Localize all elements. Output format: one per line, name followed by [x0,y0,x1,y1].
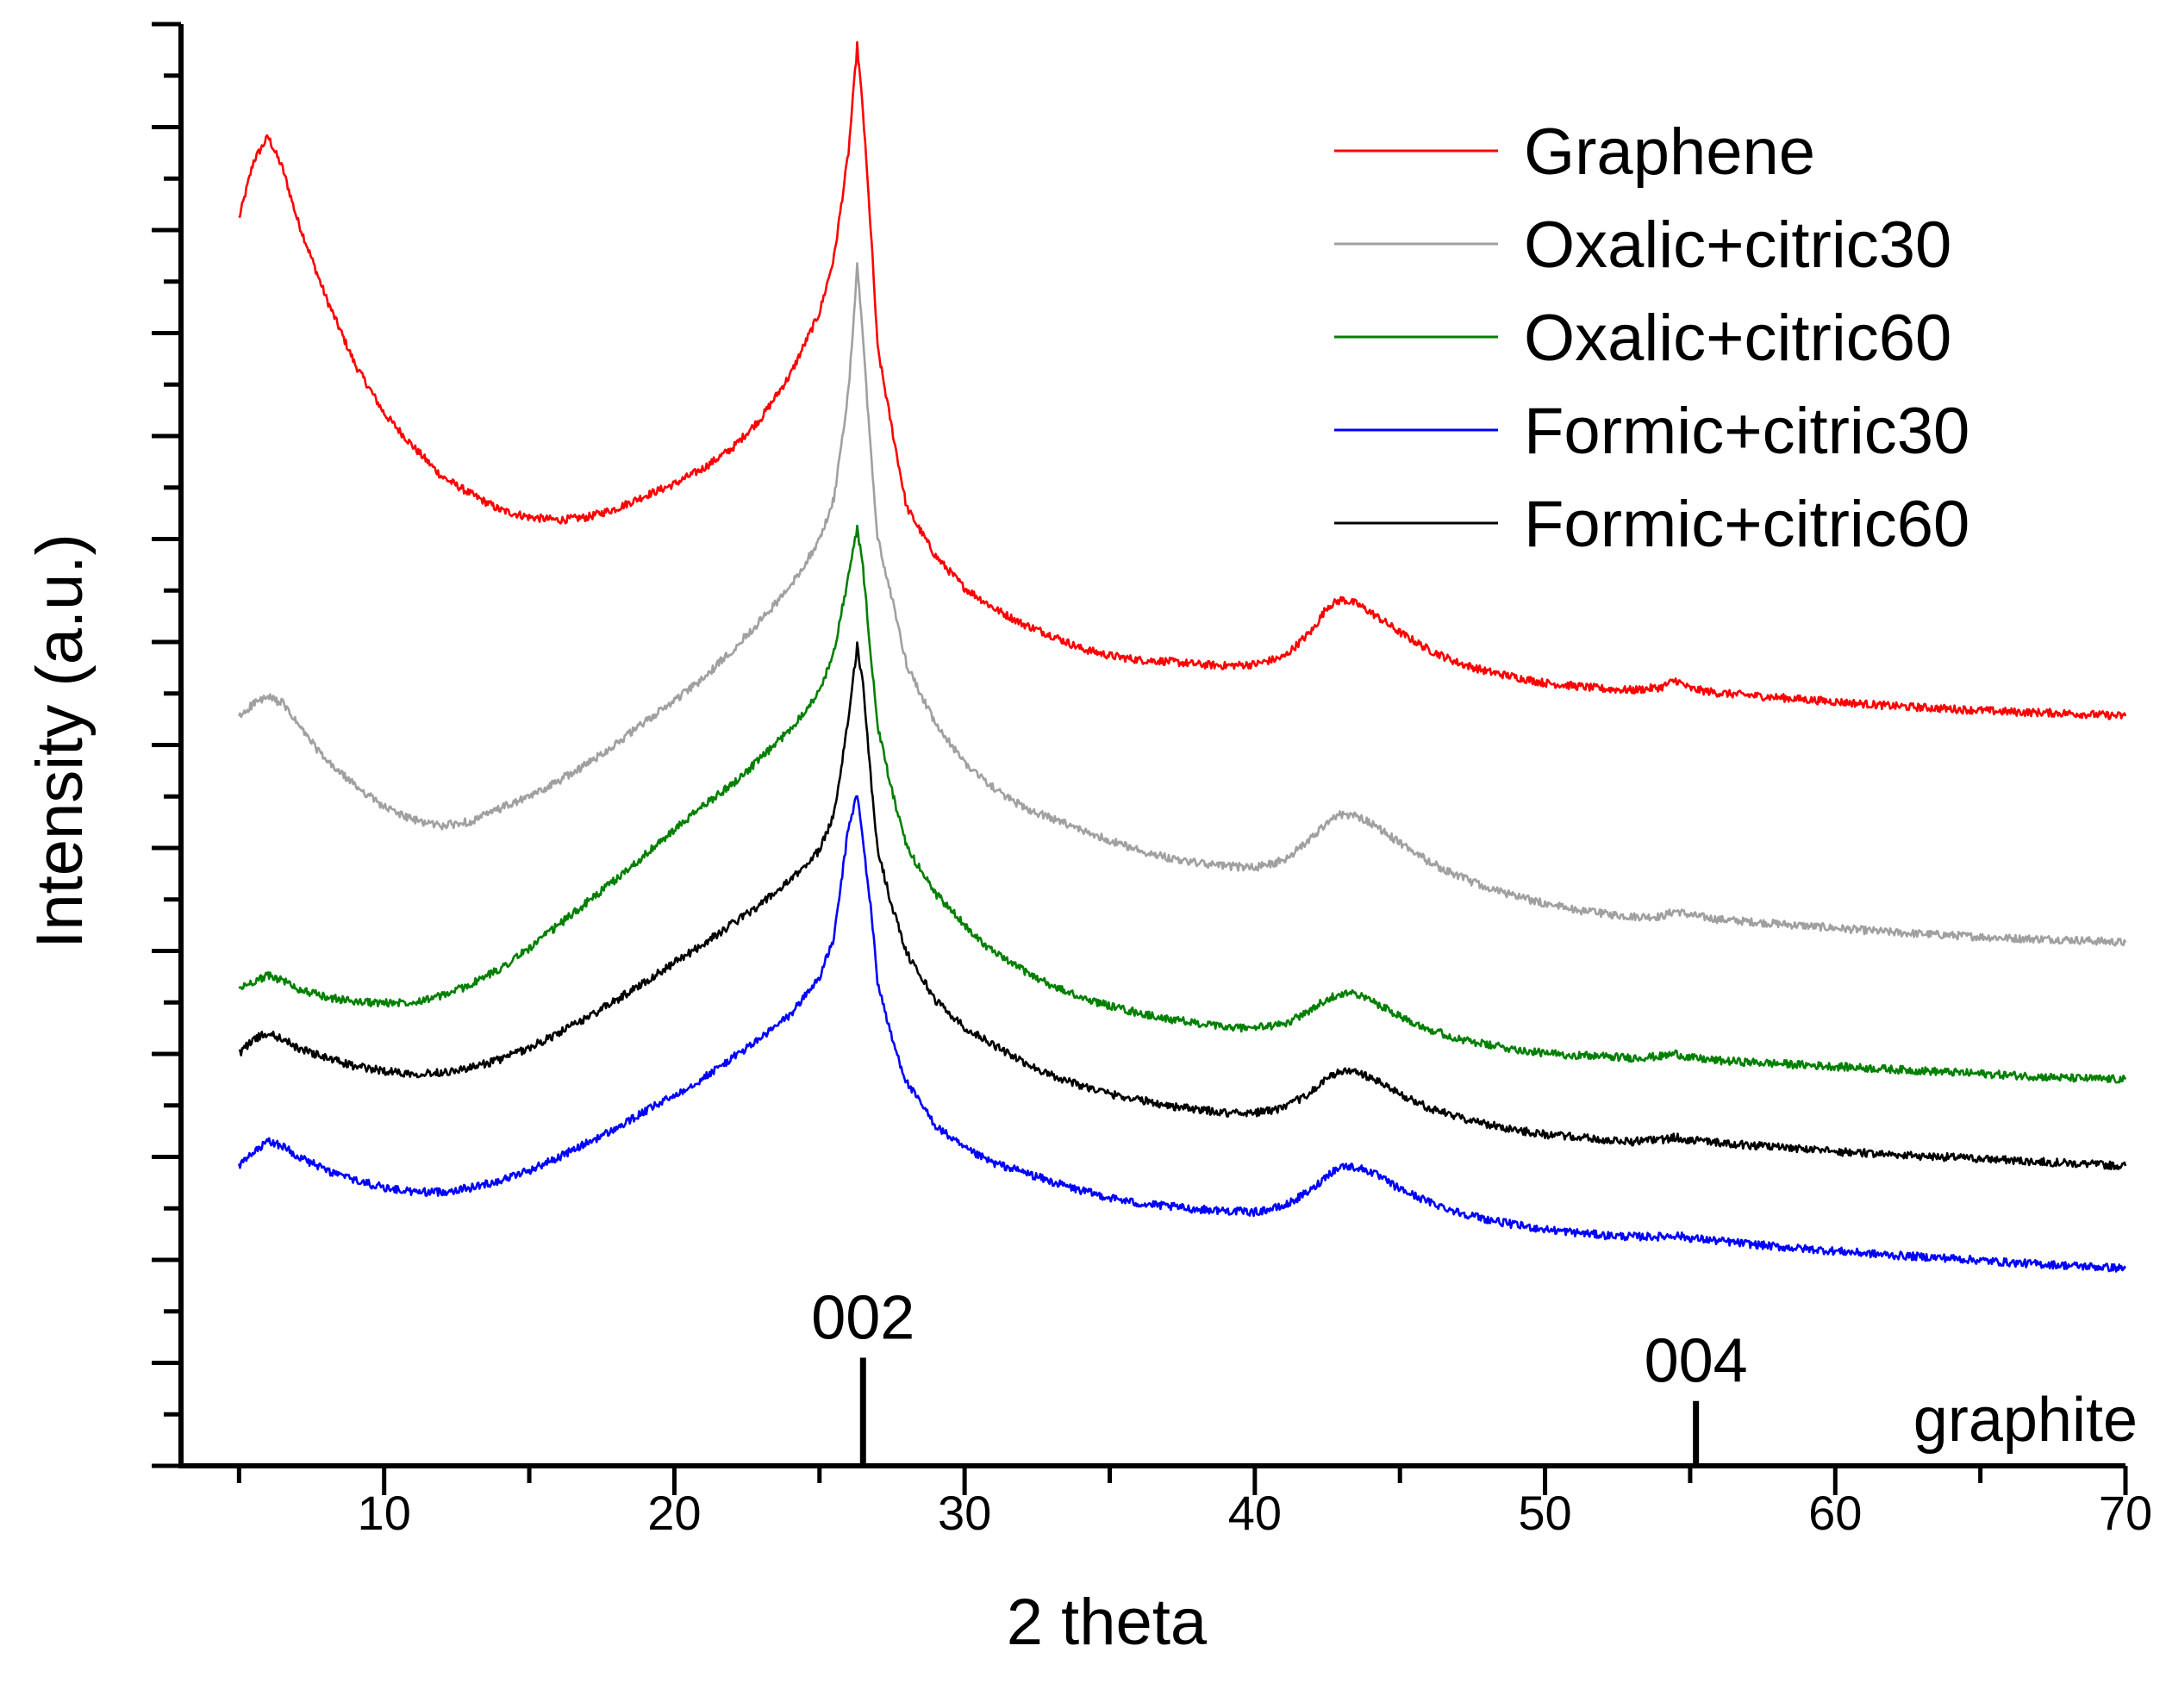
series-line-5 [238,641,2127,1170]
reference-label-graphite: graphite [1913,1386,2138,1455]
x-tick-label: 40 [1228,1486,1282,1540]
x-tick-label: 60 [1808,1486,1862,1540]
x-axis-title: 2 theta [1007,1586,1208,1659]
x-tick-label: 10 [358,1486,411,1540]
reference-markers: 002 004 graphite [811,1284,2138,1466]
series-line-2 [238,262,2127,947]
legend-label: Formic+citric30 [1524,395,1969,468]
reference-peak-label: 002 [811,1284,914,1353]
x-tick-label: 30 [938,1486,991,1540]
series-line-1 [238,41,2127,720]
legend-label: Oxalic+citric60 [1524,302,1951,375]
legend-label: Graphene [1524,115,1815,189]
y-axis-ticks [152,22,181,1468]
y-axis-title: Intensity (a.u.) [23,533,97,949]
legend-label: Formic+citric60 [1524,488,1969,561]
legend-label: Oxalic+citric30 [1524,209,1951,282]
x-axis-ticks [236,1466,2128,1495]
reference-peak-label: 004 [1645,1327,1748,1396]
x-tick-label: 70 [2099,1486,2152,1540]
x-tick-label: 50 [1518,1486,1571,1540]
x-axis-tick-labels: 10 20 30 40 50 60 70 [358,1486,2153,1540]
series-line-3 [238,524,2127,1084]
series-lines [238,41,2127,1273]
series-line-4 [238,795,2127,1273]
legend: Graphene Oxalic+citric30 Oxalic+citric60 Fo… [1334,115,1969,561]
x-tick-label: 20 [647,1486,701,1540]
axes: 10 20 30 40 50 60 70 [152,22,2153,1540]
